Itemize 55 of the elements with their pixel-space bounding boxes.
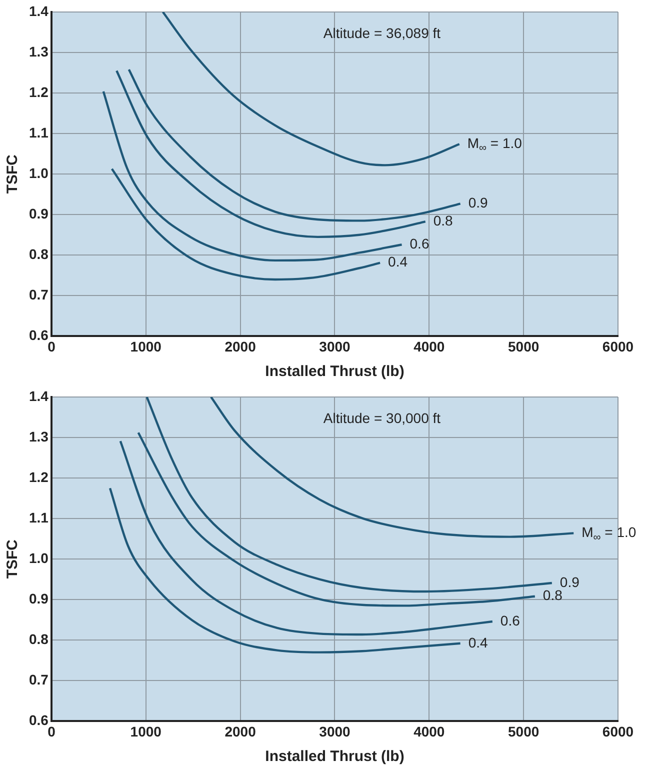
x-tick-label: 0 [48,723,56,740]
x-tick-label: 1000 [130,338,162,354]
y-tick-label: 0.7 [28,672,49,688]
y-tick-label: 1.1 [28,124,49,140]
series-label: 0.6 [410,235,430,252]
line-series [108,487,462,654]
series-label: 0.8 [433,212,454,228]
x-axis-title: Installed Thrust (lb) [265,748,404,766]
x-tick-label: 2000 [224,723,256,740]
y-tick-label: 1.0 [28,164,49,181]
series-label: 0.4 [468,634,488,650]
series-label: M∞ = 1.0 [582,524,636,544]
x-tick-label: 3000 [319,723,351,740]
y-axis-title: TSFC [4,539,22,579]
x-tick-label: 1000 [130,723,162,740]
y-tick-label: 0.6 [28,327,49,344]
x-tick-label: 3000 [319,338,351,354]
y-tick-label: 0.6 [28,712,49,728]
series-label: 0.9 [560,574,580,590]
y-tick-label: 1.2 [28,84,49,100]
series-label: 0.9 [468,194,488,211]
series-label: 0.8 [542,587,563,604]
x-tick-label: 6000 [602,338,634,354]
y-tick-label: 1.4 [28,388,49,404]
y-tick-label: 1.3 [28,43,49,60]
y-tick-label: 0.8 [28,246,49,262]
line-series [110,168,382,281]
x-tick-label: 4000 [414,723,445,740]
line-series [210,397,575,538]
line-series [119,440,494,636]
y-tick-label: 0.7 [28,286,49,303]
series-label: 0.6 [500,612,520,628]
line-series [116,70,426,238]
y-tick-label: 0.9 [28,590,49,606]
y-tick-label: 1.2 [28,468,49,485]
series-label: 0.4 [388,254,408,270]
line-series [137,432,536,607]
y-tick-label: 1.4 [28,2,49,19]
x-tick-label: 4000 [414,338,445,354]
y-tick-label: 1.0 [28,550,49,566]
annotation: Altitude = 36,089 ft [323,24,441,41]
y-tick-label: 1.1 [28,509,49,526]
x-tick-label: 2000 [224,338,256,354]
x-tick-label: 5000 [508,723,540,740]
x-tick-label: 5000 [508,338,540,354]
line-series [162,12,460,166]
annotation: Altitude = 30,000 ft [323,410,441,426]
y-tick-label: 1.3 [28,428,49,444]
x-axis-title: Installed Thrust (lb) [265,363,404,380]
y-tick-label: 0.9 [28,205,49,222]
x-tick-label: 0 [48,338,56,354]
y-tick-label: 0.8 [28,631,49,648]
x-tick-label: 6000 [602,723,634,740]
y-axis-title: TSFC [4,154,22,194]
series-label: M∞ = 1.0 [467,134,522,154]
